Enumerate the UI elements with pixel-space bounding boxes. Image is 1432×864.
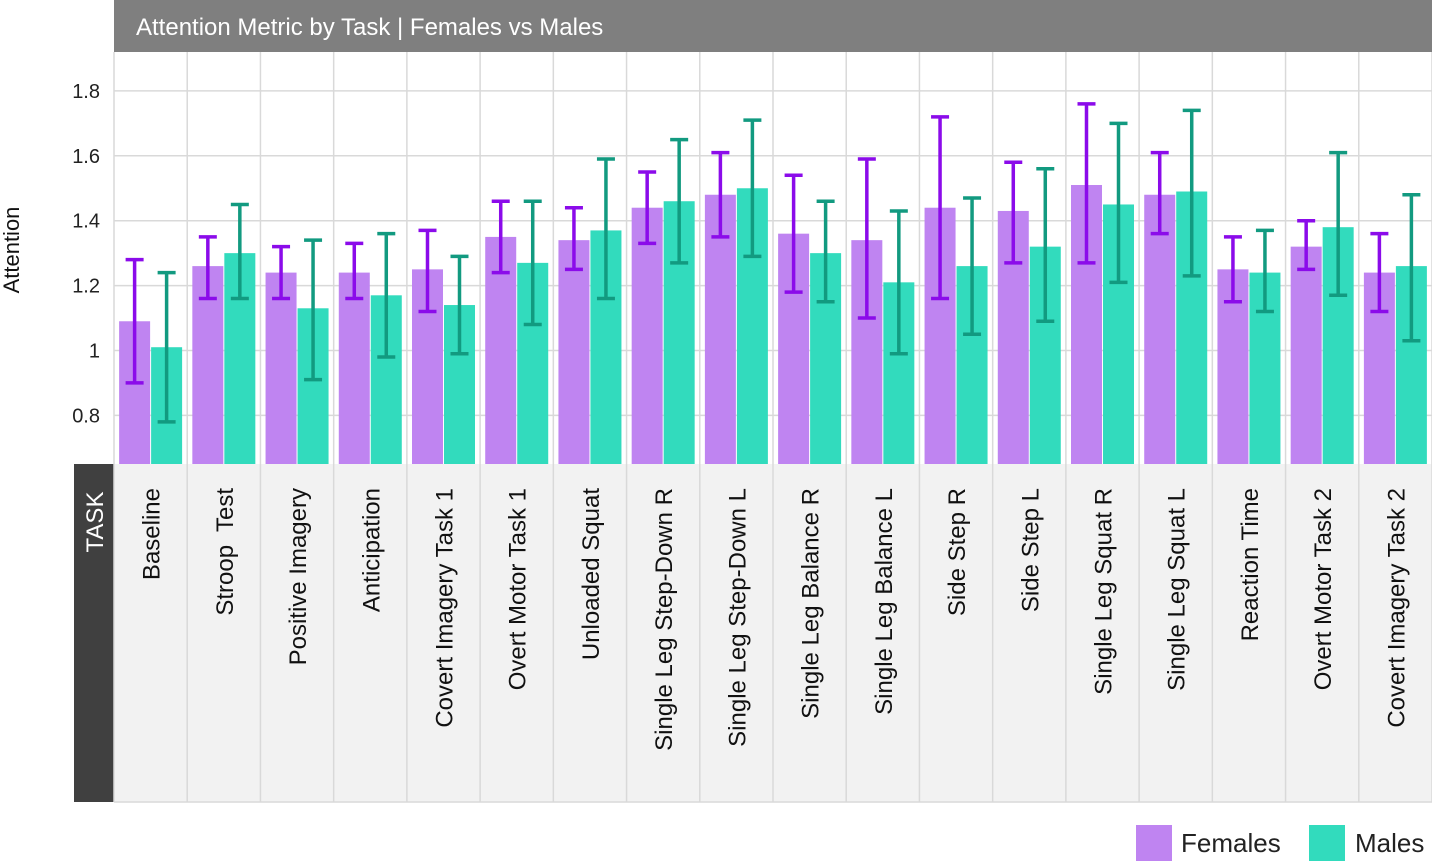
- error-bar-males: [1036, 167, 1055, 324]
- category-label: Single Leg Squat R: [1091, 488, 1118, 695]
- y-tick-label: 0.8: [72, 405, 100, 427]
- y-tick-label: 1.8: [72, 81, 100, 103]
- bar-females: [1290, 246, 1322, 464]
- error-bar-males: [157, 270, 176, 424]
- category-label: Side Step R: [944, 488, 971, 616]
- category-label: Overt Motor Task 2: [1310, 488, 1337, 690]
- error-bar-males: [596, 157, 615, 301]
- category-label: Anticipation: [358, 488, 385, 612]
- category-label: Single Leg Step-Down L: [724, 488, 751, 747]
- legend: Females Males: [1136, 825, 1424, 861]
- error-bar-females: [1370, 231, 1389, 314]
- category-label: Single Leg Step-Down R: [651, 488, 678, 751]
- error-bar-males: [304, 238, 323, 382]
- category-label: Unloaded Squat: [578, 488, 605, 660]
- bar-females: [1144, 194, 1176, 464]
- error-bar-males: [1109, 121, 1128, 285]
- y-tick-label: 1: [89, 340, 100, 362]
- error-bar-females: [418, 228, 437, 314]
- category-labels: Baseline Stroop Test Positive Imagery Antic…: [139, 488, 1411, 751]
- error-bar-females: [272, 244, 291, 301]
- task-axis-bar: [74, 464, 114, 802]
- error-bar-females: [345, 241, 364, 301]
- y-axis-title: Attention: [0, 207, 24, 294]
- error-bar-females: [1223, 235, 1242, 304]
- legend-label-females: Females: [1181, 828, 1281, 858]
- y-tick-label: 1.6: [72, 146, 100, 168]
- x-axis-title: TASK: [82, 492, 109, 553]
- bar-females: [704, 194, 736, 464]
- error-bar-females: [198, 235, 217, 301]
- bar-females: [265, 272, 297, 464]
- error-bar-males: [1255, 228, 1274, 314]
- bar-females: [631, 207, 663, 464]
- error-bar-females: [491, 199, 510, 275]
- category-label: Covert Imagery Task 2: [1383, 488, 1410, 728]
- legend-swatch-males: [1309, 825, 1345, 861]
- title-banner: [114, 0, 1432, 52]
- chart-title: Attention Metric by Task | Females vs Ma…: [136, 14, 603, 41]
- error-bar-males: [963, 196, 982, 336]
- error-bar-females: [711, 150, 730, 239]
- category-label: Single Leg Squat L: [1164, 488, 1191, 691]
- error-bar-males: [816, 199, 835, 304]
- error-bar-females: [931, 115, 950, 301]
- legend-label-males: Males: [1355, 828, 1424, 858]
- error-bar-males: [743, 118, 762, 259]
- category-label: Covert Imagery Task 1: [432, 488, 459, 728]
- y-axis-ticks: 0.8 1 1.2 1.4 1.6 1.8: [72, 81, 100, 427]
- error-bar-males: [450, 254, 469, 356]
- grid-lines: [113, 52, 1432, 803]
- category-label: Side Step L: [1017, 488, 1044, 612]
- error-bars: [125, 102, 1421, 424]
- error-bar-females: [638, 170, 657, 246]
- error-bar-males: [670, 137, 689, 265]
- error-bar-males: [377, 231, 396, 359]
- error-bar-males: [1329, 150, 1348, 298]
- category-label: Single Leg Balance R: [798, 488, 825, 719]
- error-bar-males: [889, 209, 908, 356]
- y-tick-label: 1.2: [72, 276, 100, 298]
- category-label: Baseline: [139, 488, 166, 580]
- error-bar-males: [230, 202, 249, 301]
- error-bar-females: [784, 173, 803, 294]
- error-bar-males: [1182, 108, 1201, 278]
- error-bar-females: [857, 157, 876, 320]
- error-bar-males: [523, 199, 542, 327]
- error-bar-females: [1077, 102, 1096, 265]
- category-label: Stroop Test: [212, 488, 239, 616]
- bar-females: [558, 240, 590, 464]
- category-label: Reaction Time: [1237, 488, 1264, 641]
- error-bar-females: [1150, 150, 1169, 236]
- error-bar-females: [125, 257, 144, 385]
- y-tick-label: 1.4: [72, 211, 100, 233]
- bar-females: [338, 272, 370, 464]
- category-label: Positive Imagery: [285, 488, 312, 665]
- error-bar-females: [1004, 160, 1023, 265]
- category-label: Overt Motor Task 1: [505, 488, 532, 690]
- bar-females: [485, 236, 517, 464]
- error-bar-females: [1297, 218, 1316, 272]
- error-bar-males: [1402, 192, 1421, 343]
- category-label: Single Leg Balance L: [871, 488, 898, 715]
- legend-swatch-females: [1136, 825, 1172, 861]
- error-bar-females: [564, 205, 583, 272]
